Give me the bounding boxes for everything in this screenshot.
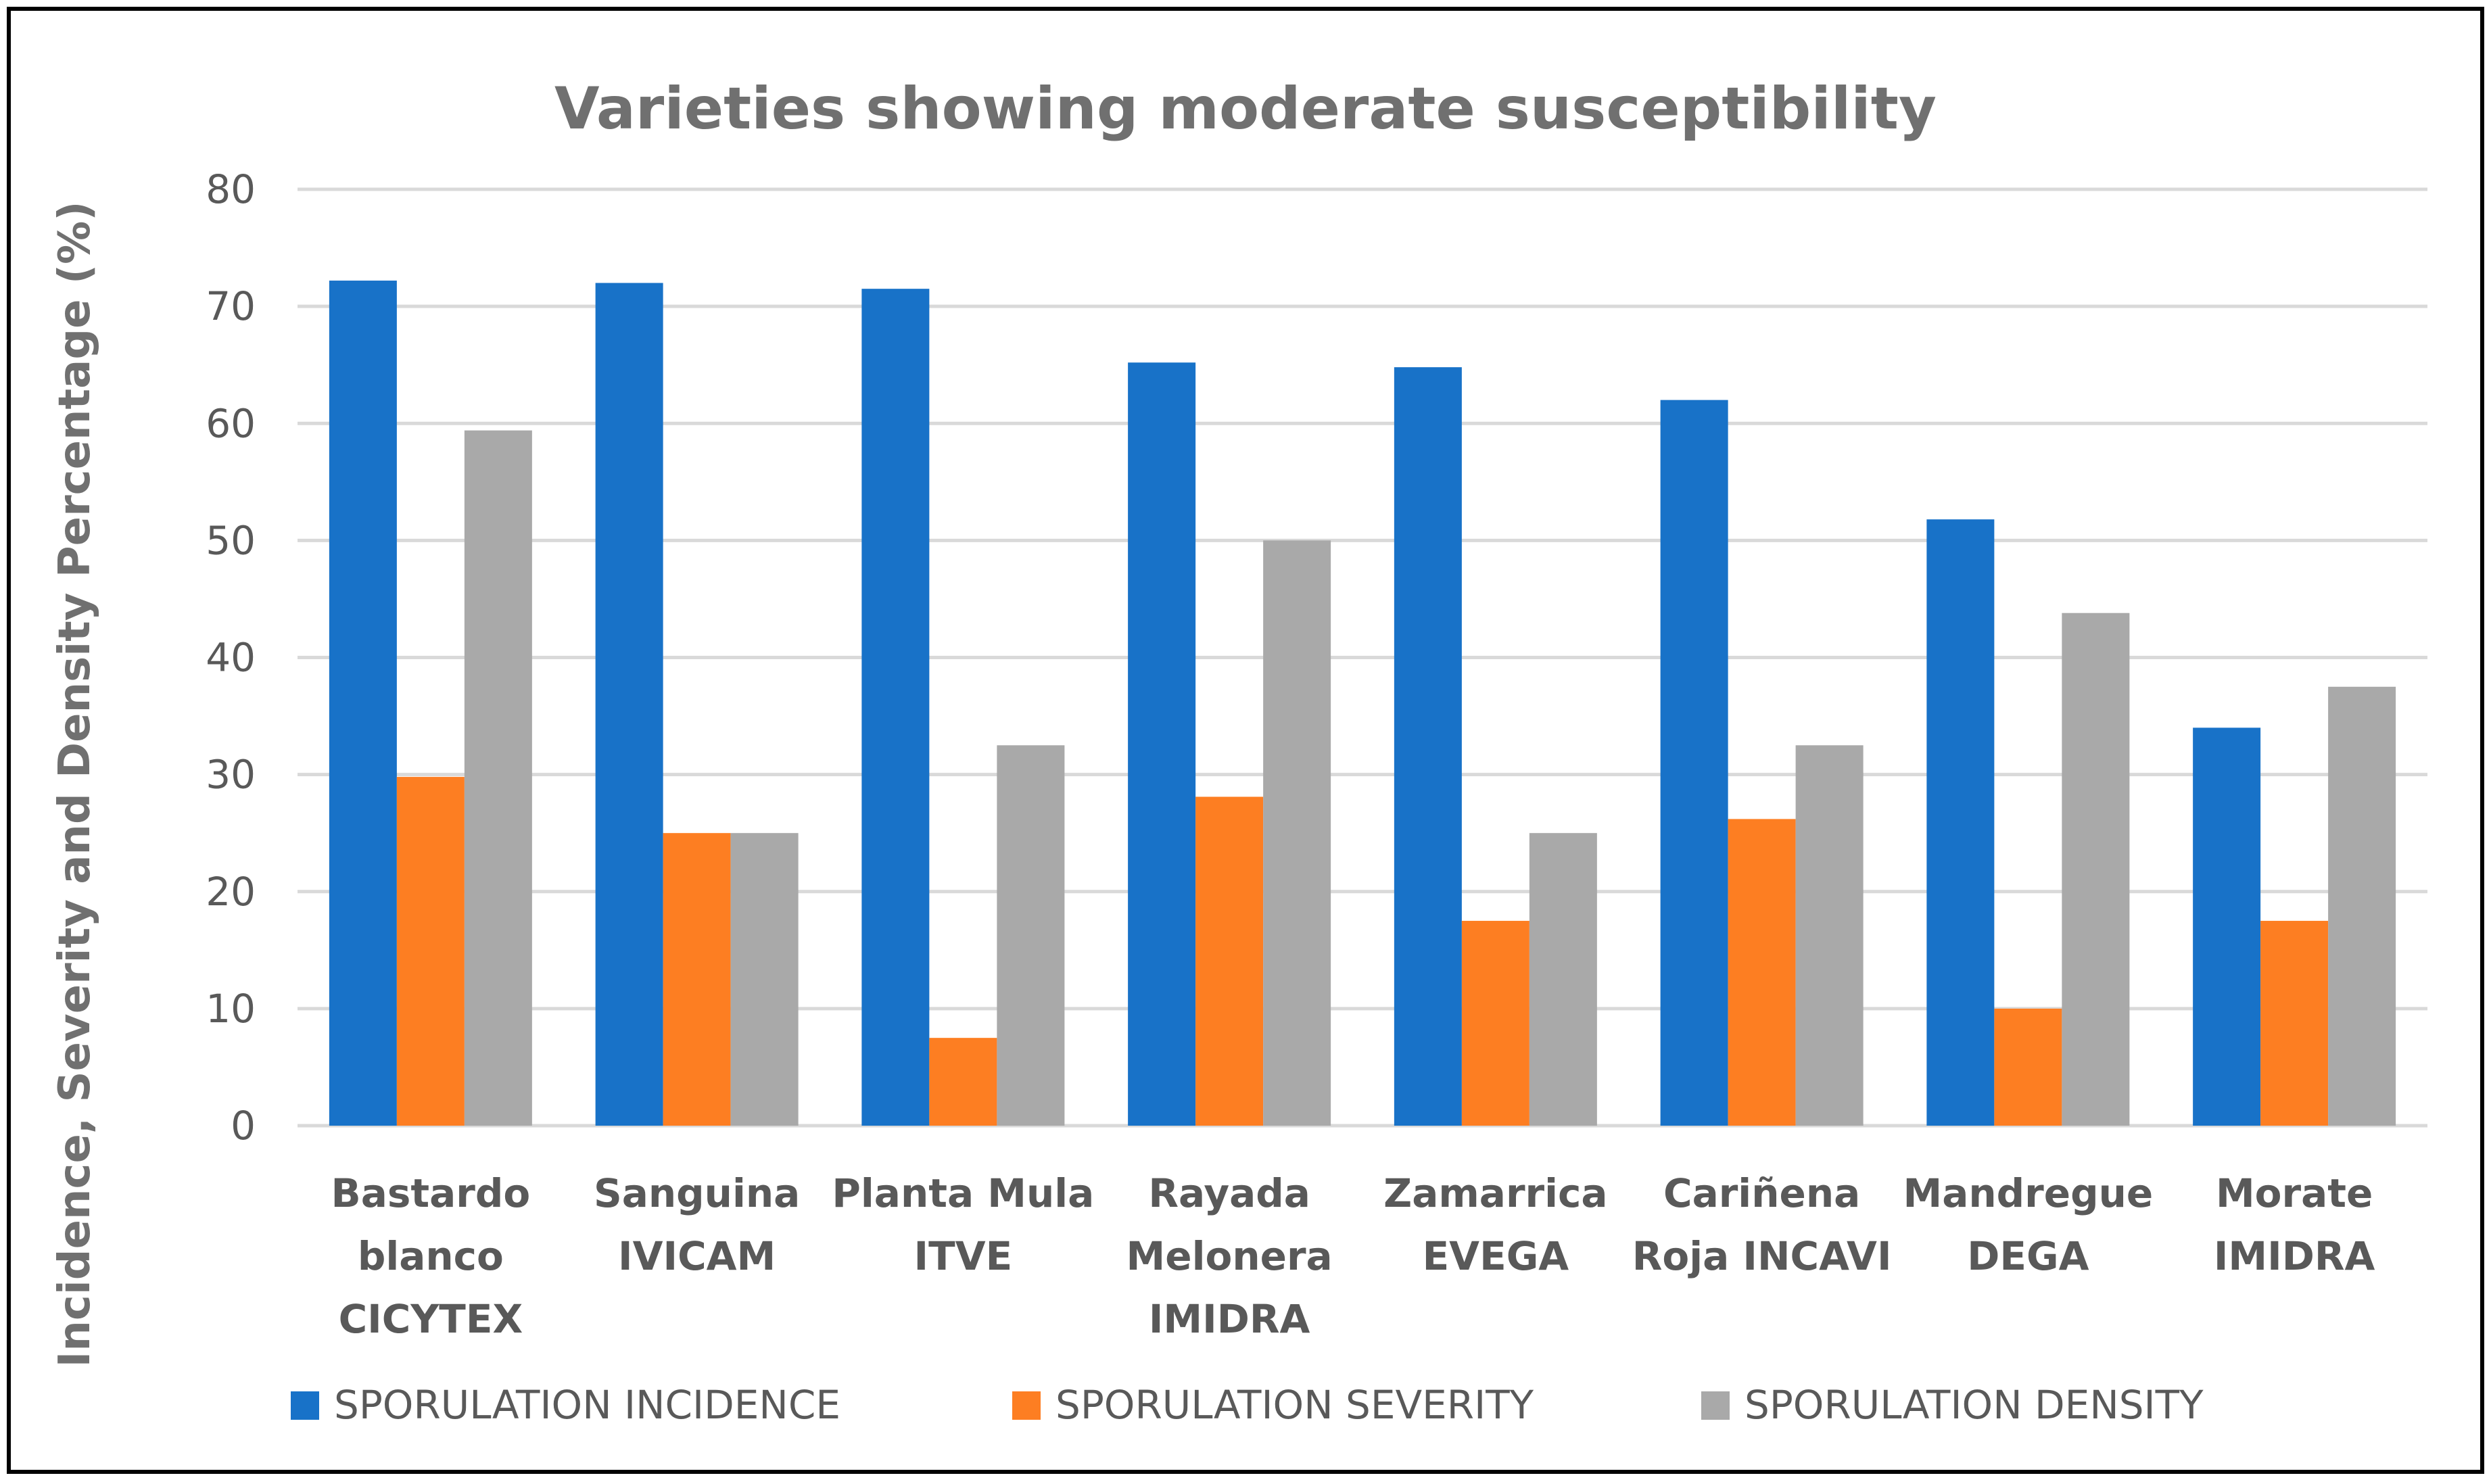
x-category-label-line: Cariñena — [1663, 1170, 1860, 1216]
bar-sporulation-density — [464, 430, 532, 1126]
y-tick-label: 60 — [206, 400, 256, 446]
y-tick-label: 0 — [231, 1103, 256, 1149]
bar-sporulation-incidence — [329, 281, 397, 1126]
bar-sporulation-density — [2328, 686, 2396, 1126]
legend-item: SPORULATION SEVERITY — [1012, 1382, 1534, 1428]
y-tick-label: 70 — [206, 283, 256, 329]
bar-sporulation-severity — [1994, 1008, 2062, 1126]
bar-sporulation-density — [2062, 613, 2130, 1126]
legend-swatch — [1701, 1391, 1730, 1420]
x-category-label: Cariñena Roja INCAVI — [1632, 1170, 1892, 1279]
x-axis-category-labels: Bastardo blanco CICYTEX Sanguina IVICAM Plant… — [331, 1170, 2375, 1342]
x-category-label-line: Mandregue — [1903, 1170, 2154, 1216]
x-category-label-line: Melonera — [1126, 1233, 1333, 1279]
x-category-label-line: Zamarrica — [1383, 1170, 1607, 1216]
x-category-label-line: CICYTEX — [339, 1296, 523, 1342]
x-category-label: Planta Mula ITVE — [832, 1170, 1094, 1279]
y-tick-label: 20 — [206, 869, 256, 915]
x-category-label-line: EVEGA — [1423, 1233, 1569, 1279]
bar-sporulation-density — [997, 745, 1065, 1126]
x-category-label-line: ITVE — [914, 1233, 1013, 1279]
bar-sporulation-severity — [396, 777, 465, 1126]
x-category-label-line: Morate — [2216, 1170, 2373, 1216]
bar-sporulation-severity — [1461, 921, 1529, 1126]
y-axis-tick-labels: 0 10 20 30 40 50 60 70 80 — [206, 166, 256, 1149]
bar-sporulation-severity — [1728, 819, 1796, 1126]
x-category-label-line: Rayada — [1148, 1170, 1310, 1216]
bar-sporulation-density — [1263, 540, 1331, 1126]
legend-label: SPORULATION INCIDENCE — [334, 1382, 840, 1428]
y-tick-label: 40 — [206, 635, 256, 681]
x-category-label: Morate IMIDRA — [2214, 1170, 2375, 1279]
x-category-label-line: Planta Mula — [832, 1170, 1094, 1216]
bar-sporulation-incidence — [861, 289, 930, 1126]
x-category-label-line: Sanguina — [594, 1170, 800, 1216]
bar-sporulation-incidence — [1394, 367, 1462, 1126]
legend: SPORULATION INCIDENCE SPORULATION SEVERIT… — [291, 1382, 2204, 1428]
bar-sporulation-incidence — [1660, 400, 1728, 1126]
x-category-label-line: IMIDRA — [2214, 1233, 2375, 1279]
y-tick-label: 30 — [206, 752, 256, 798]
y-axis-label: Incidence, Severity and Density Percenta… — [50, 201, 100, 1368]
legend-swatch — [291, 1391, 319, 1420]
bar-sporulation-incidence — [595, 283, 663, 1126]
y-tick-label: 50 — [206, 517, 256, 563]
legend-label: SPORULATION DENSITY — [1745, 1382, 2204, 1428]
bar-sporulation-severity — [2260, 921, 2329, 1126]
x-category-label: Sanguina IVICAM — [594, 1170, 800, 1279]
bar-sporulation-severity — [1195, 796, 1264, 1126]
x-category-label: Zamarrica EVEGA — [1383, 1170, 1607, 1279]
legend-item: SPORULATION DENSITY — [1701, 1382, 2204, 1428]
legend-item: SPORULATION INCIDENCE — [291, 1382, 840, 1428]
y-tick-label: 80 — [206, 166, 256, 212]
bar-sporulation-density — [1529, 833, 1597, 1126]
x-category-label: Mandregue DEGA — [1903, 1170, 2154, 1279]
x-category-label-line: IMIDRA — [1149, 1296, 1310, 1342]
bars — [329, 281, 2396, 1126]
chart-title: Varieties showing moderate susceptibilit… — [554, 75, 1937, 143]
x-category-label-line: Roja INCAVI — [1632, 1233, 1892, 1279]
bar-sporulation-severity — [929, 1038, 997, 1126]
legend-swatch — [1012, 1391, 1041, 1420]
x-category-label-line: DEGA — [1967, 1233, 2089, 1279]
x-category-label: Bastardo blanco CICYTEX — [331, 1170, 531, 1342]
bar-sporulation-incidence — [1926, 519, 1995, 1126]
x-category-label: Rayada Melonera IMIDRA — [1126, 1170, 1333, 1342]
bar-sporulation-density — [730, 833, 799, 1126]
bar-sporulation-severity — [663, 833, 731, 1126]
x-category-label-line: Bastardo — [331, 1170, 531, 1216]
bar-sporulation-incidence — [2193, 727, 2261, 1126]
x-category-label-line: IVICAM — [618, 1233, 776, 1279]
legend-label: SPORULATION SEVERITY — [1055, 1382, 1534, 1428]
bar-sporulation-density — [1795, 745, 1864, 1126]
y-tick-label: 10 — [206, 986, 256, 1032]
x-category-label-line: blanco — [358, 1233, 504, 1279]
bar-sporulation-incidence — [1128, 362, 1196, 1126]
